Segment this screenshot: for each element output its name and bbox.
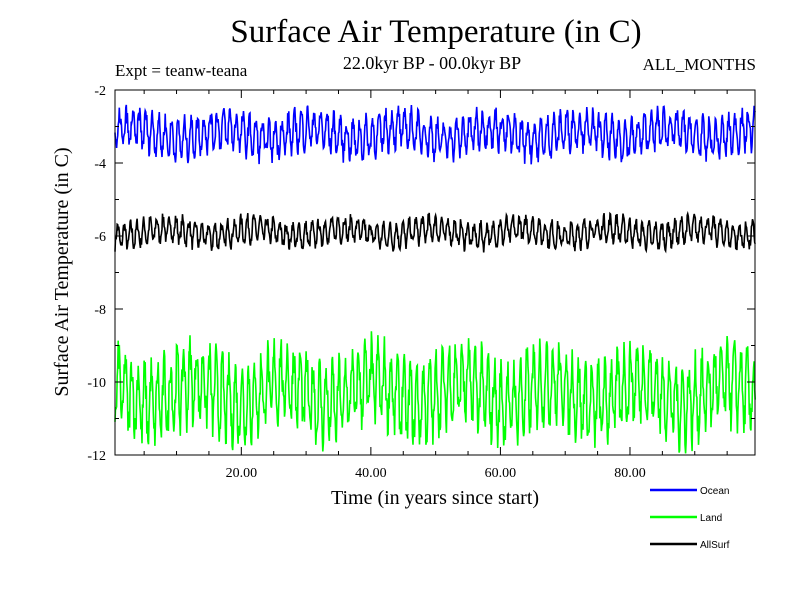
chart-title: Surface Air Temperature (in C) (230, 14, 642, 50)
x-tick-label: 60.00 (485, 466, 517, 481)
y-axis-title: Surface Air Temperature (in C) (51, 147, 73, 396)
legend-label-allsurf: AllSurf (700, 540, 730, 551)
series-line-ocean (114, 104, 756, 165)
y-tick-label: -8 (94, 303, 106, 318)
months-label: ALL_MONTHS (642, 55, 756, 74)
y-tick-label: -10 (87, 376, 106, 391)
legend-label-ocean: Ocean (700, 486, 729, 497)
series-layer (114, 104, 756, 454)
x-tick-label: 20.00 (226, 466, 258, 481)
legend-label-land: Land (700, 513, 722, 524)
y-tick-label: -2 (94, 84, 106, 99)
legend: Ocean Land AllSurf (650, 486, 730, 551)
x-tick-label: 40.00 (355, 466, 387, 481)
y-tick-label: -6 (94, 230, 106, 245)
ticks-layer: 20.00 40.00 60.00 80.00 -12 -10 -8 -6 -4 -2 (87, 84, 755, 481)
x-tick-label: 80.00 (614, 466, 646, 481)
series-line-allsurf (114, 210, 756, 254)
chart-subtitle: 22.0kyr BP - 00.0kyr BP (342, 53, 522, 73)
experiment-label: Expt = teanw-teana (115, 61, 248, 80)
x-axis-title: Time (in years since start) (331, 487, 539, 509)
y-tick-label: -12 (87, 449, 106, 464)
y-tick-label: -4 (94, 157, 106, 172)
series-line-land (114, 331, 756, 454)
